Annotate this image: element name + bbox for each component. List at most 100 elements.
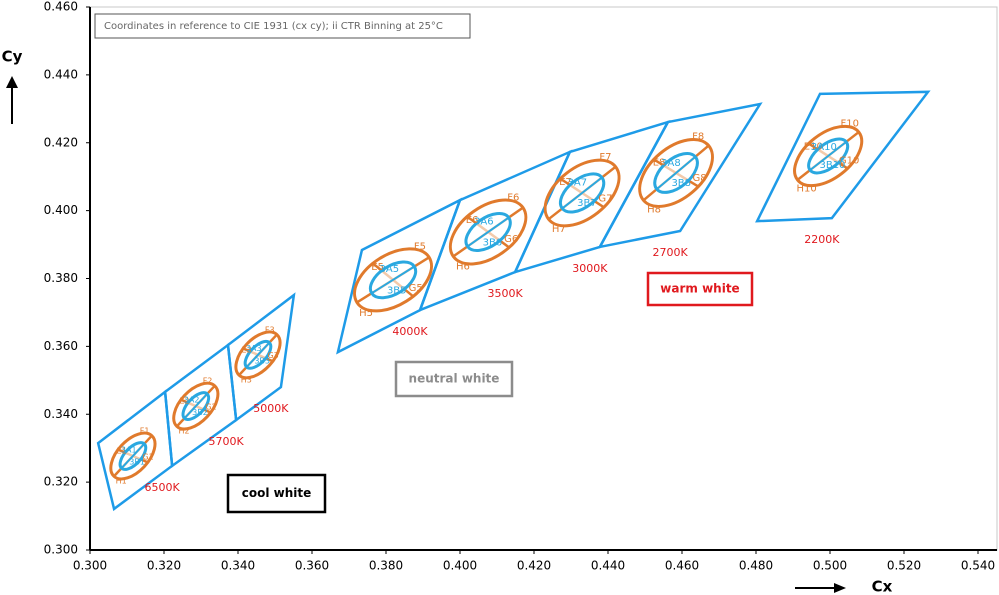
y-tick-label: 0.400 bbox=[44, 203, 78, 217]
bin-quad bbox=[755, 90, 931, 223]
outer-label: G3 bbox=[267, 351, 278, 360]
outer-label: E8 bbox=[653, 158, 666, 169]
plot-frame bbox=[89, 6, 998, 551]
outer-label: G7 bbox=[598, 194, 612, 205]
inner-divider bbox=[809, 141, 847, 171]
x-tick-label: 0.540 bbox=[961, 559, 995, 573]
inner-divider bbox=[656, 156, 696, 190]
cct-label: 2200K bbox=[804, 233, 840, 246]
y-tick-label: 0.300 bbox=[44, 543, 78, 557]
x-tick-label: 0.460 bbox=[665, 559, 699, 573]
y-axis-label: Cy bbox=[2, 48, 23, 66]
x-tick-label: 0.440 bbox=[591, 559, 625, 573]
bin-quad bbox=[597, 102, 763, 249]
group-box bbox=[394, 360, 514, 398]
y-tick-label: 0.340 bbox=[44, 407, 78, 421]
outer-label: F7 bbox=[599, 152, 611, 163]
cct-label: 5700K bbox=[209, 435, 245, 448]
outer-label: G1 bbox=[142, 452, 153, 461]
outer-label: F10 bbox=[840, 119, 858, 130]
group-box bbox=[646, 271, 754, 307]
x-tick-label: 0.400 bbox=[443, 559, 477, 573]
group-label: warm white bbox=[660, 282, 739, 296]
outer-label: H5 bbox=[359, 308, 373, 319]
inner-label: 3A7 bbox=[568, 178, 588, 189]
outer-label: F2 bbox=[203, 376, 213, 385]
x-tick-label: 0.480 bbox=[739, 559, 773, 573]
inner-divider bbox=[183, 393, 208, 419]
inner-label: 3B5 bbox=[387, 286, 407, 297]
outer-label: F6 bbox=[507, 192, 519, 203]
cct-label: 5000K bbox=[253, 402, 289, 415]
inner-label: 3A3 bbox=[246, 344, 262, 353]
y-tick-label: 0.380 bbox=[44, 271, 78, 285]
x-tick-label: 0.500 bbox=[813, 559, 847, 573]
cct-label: 6500K bbox=[145, 481, 181, 494]
cct-label: 3000K bbox=[572, 262, 608, 275]
inner-divider bbox=[245, 342, 271, 368]
inner-label: 3A1 bbox=[121, 445, 137, 454]
x-tick-label: 0.520 bbox=[887, 559, 921, 573]
inner-label: 3B10 bbox=[819, 160, 845, 171]
y-tick-label: 0.420 bbox=[44, 135, 78, 149]
outer-label: H7 bbox=[552, 224, 566, 235]
outer-label: G8 bbox=[693, 173, 707, 184]
inner-divider bbox=[120, 443, 146, 469]
inner-label: 3A5 bbox=[380, 264, 400, 275]
note: Coordinates in reference to CIE 1931 (cx… bbox=[104, 21, 443, 32]
y-tick-label: 0.460 bbox=[44, 0, 78, 14]
bin-quad bbox=[226, 292, 296, 423]
x-arrowhead bbox=[834, 583, 846, 593]
inner-label: 3A8 bbox=[661, 158, 681, 169]
inner-label: 3A6 bbox=[474, 217, 494, 228]
x-tick-label: 0.360 bbox=[295, 559, 329, 573]
outer-label: F8 bbox=[692, 131, 704, 142]
inner-label: 3A2 bbox=[184, 395, 200, 404]
outer-label: G10 bbox=[839, 156, 859, 167]
inner-label: 3B1 bbox=[129, 458, 145, 467]
x-tick-label: 0.380 bbox=[369, 559, 403, 573]
outer-label: H10 bbox=[796, 183, 816, 194]
outer-label: H6 bbox=[456, 262, 470, 273]
inner-divider bbox=[371, 265, 415, 295]
y-tick-label: 0.320 bbox=[44, 475, 78, 489]
outer-label: F3 bbox=[265, 325, 275, 334]
cct-label: 4000K bbox=[392, 325, 428, 338]
inner-divider bbox=[561, 176, 603, 210]
group-box bbox=[226, 473, 327, 514]
outer-label: H1 bbox=[116, 477, 127, 486]
outer-label: E1 bbox=[116, 447, 126, 456]
x-tick-label: 0.420 bbox=[517, 559, 551, 573]
group-label: cool white bbox=[242, 486, 312, 500]
cct-label: 2700K bbox=[653, 246, 689, 259]
outer-label: F5 bbox=[414, 242, 426, 253]
note-box bbox=[94, 13, 471, 39]
outer-label: E2 bbox=[179, 397, 189, 406]
outer-label: E10 bbox=[804, 141, 823, 152]
inner-label: 3A10 bbox=[811, 142, 837, 153]
outer-label: G2 bbox=[205, 402, 216, 411]
inner-label: 3B2 bbox=[192, 408, 208, 417]
outer-label: H2 bbox=[179, 427, 190, 436]
y-tick-label: 0.440 bbox=[44, 67, 78, 81]
outer-label: E5 bbox=[371, 262, 384, 273]
x-tick-label: 0.320 bbox=[147, 559, 181, 573]
outer-label: G6 bbox=[504, 234, 518, 245]
outer-label: G5 bbox=[409, 283, 423, 294]
cct-label: 3500K bbox=[488, 287, 524, 300]
outer-label: E3 bbox=[242, 345, 252, 354]
outer-label: H3 bbox=[241, 375, 252, 384]
inner-divider bbox=[466, 216, 510, 248]
x-tick-label: 0.340 bbox=[221, 559, 255, 573]
inner-label: 3B6 bbox=[483, 237, 503, 248]
outer-label: E6 bbox=[466, 215, 479, 226]
inner-label: 3B3 bbox=[254, 357, 270, 366]
x-tick-label: 0.300 bbox=[73, 559, 107, 573]
outer-label: H8 bbox=[647, 205, 661, 216]
x-axis-label: Cx bbox=[872, 578, 893, 595]
outer-label: E7 bbox=[559, 177, 572, 188]
outer-label: F1 bbox=[140, 426, 150, 435]
y-tick-label: 0.360 bbox=[44, 339, 78, 353]
group-label: neutral white bbox=[409, 372, 500, 386]
